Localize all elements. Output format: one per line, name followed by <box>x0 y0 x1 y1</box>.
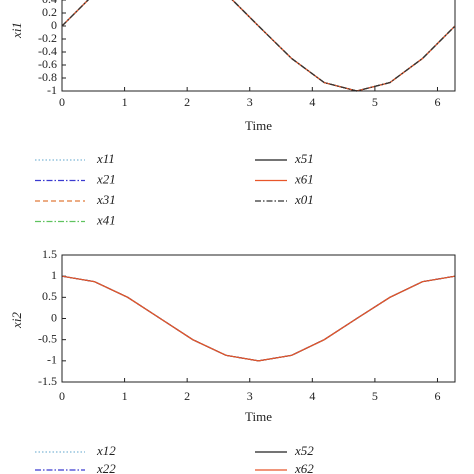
legend-label: x21 <box>96 171 116 186</box>
x-tick-label: 2 <box>184 95 190 109</box>
y-tick-label: 0 <box>51 310 57 324</box>
y-tick-label: 1 <box>51 268 57 282</box>
y-tick-label: 1.5 <box>42 247 57 261</box>
x-tick-label: 0 <box>59 389 65 403</box>
x-tick-label: 2 <box>184 389 190 403</box>
x-tick-label: 1 <box>122 95 128 109</box>
y-tick-label: 0.4 <box>42 0 57 6</box>
legend-label: x31 <box>96 192 116 207</box>
x-axis-label: Time <box>245 409 272 424</box>
plot-frame <box>61 254 456 383</box>
y-tick-label: -1 <box>47 353 57 367</box>
y-tick-label: 0.2 <box>42 5 57 19</box>
series-line <box>61 275 456 362</box>
series-line <box>61 275 456 362</box>
y-tick-label: -0.4 <box>38 44 57 58</box>
legend-label: x51 <box>294 151 314 166</box>
legend-label: x11 <box>96 151 115 166</box>
y-tick-label: -0.8 <box>38 70 57 84</box>
y-tick-label: -0.6 <box>38 57 57 71</box>
legend-label: x12 <box>96 443 116 458</box>
plot-frame <box>61 0 456 92</box>
x-tick-label: 6 <box>434 389 440 403</box>
legend-label: x41 <box>96 212 116 227</box>
legend-label: x61 <box>294 171 314 186</box>
x-tick-label: 4 <box>309 95 315 109</box>
legend-label: x01 <box>294 192 314 207</box>
y-tick-label: 0 <box>51 18 57 32</box>
x-tick-label: 3 <box>247 389 253 403</box>
y-tick-label: -1 <box>47 83 57 97</box>
x-tick-label: 5 <box>372 389 378 403</box>
series-line <box>61 275 456 362</box>
legend-label: x22 <box>96 461 116 474</box>
legend-label: x52 <box>294 443 314 458</box>
x-tick-label: 6 <box>434 95 440 109</box>
y-tick-label: -1.5 <box>38 374 57 388</box>
y-tick-label: -0.5 <box>38 331 57 345</box>
x-tick-label: 5 <box>372 95 378 109</box>
x-tick-label: 1 <box>122 389 128 403</box>
y-tick-label: 0.5 <box>42 289 57 303</box>
x-axis-label: Time <box>245 118 272 133</box>
x-tick-label: 0 <box>59 95 65 109</box>
x-tick-label: 3 <box>247 95 253 109</box>
y-axis-label: xi2 <box>9 312 24 329</box>
x-tick-label: 4 <box>309 389 315 403</box>
legend-label: x62 <box>294 461 314 474</box>
series-line <box>61 275 456 362</box>
series-line <box>61 0 456 92</box>
y-tick-label: -0.2 <box>38 31 57 45</box>
y-axis-label: xi1 <box>9 22 24 39</box>
